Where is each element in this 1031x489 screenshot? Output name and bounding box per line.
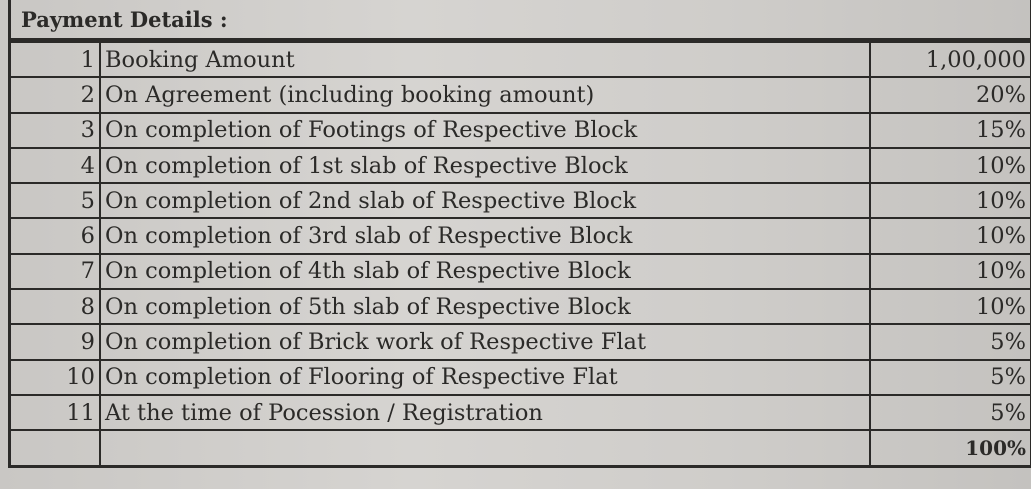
table-row: 3 On completion of Footings of Respective… xyxy=(11,111,1030,149)
row-number: 5 xyxy=(11,182,101,220)
row-description: On completion of 5th slab of Respective … xyxy=(99,288,871,326)
total-description-cell xyxy=(99,429,871,468)
row-amount: 5% xyxy=(869,323,1030,361)
row-description: On completion of Brick work of Respectiv… xyxy=(99,323,871,361)
table-row: 10 On completion of Flooring of Respectiv… xyxy=(11,358,1030,396)
table-row: 7 On completion of 4th slab of Respective… xyxy=(11,252,1030,291)
row-amount: 10% xyxy=(869,146,1030,185)
section-title: Payment Details : xyxy=(11,0,1030,41)
row-number: 9 xyxy=(11,323,101,361)
row-number: 6 xyxy=(11,217,101,255)
row-amount: 20% xyxy=(869,76,1030,114)
row-number: 3 xyxy=(11,111,101,149)
row-description: Booking Amount xyxy=(99,40,871,79)
payment-details-table: Payment Details : 1 Booking Amount 1,00,00… xyxy=(8,0,1031,468)
row-amount: 5% xyxy=(869,358,1030,396)
row-number: 10 xyxy=(11,358,101,396)
table-row: 8 On completion of 5th slab of Respective… xyxy=(11,288,1030,326)
row-amount: 5% xyxy=(869,393,1030,432)
row-amount: 10% xyxy=(869,252,1030,291)
row-amount: 10% xyxy=(869,288,1030,326)
row-description: On completion of 4th slab of Respective … xyxy=(99,252,871,291)
row-number: 8 xyxy=(11,288,101,326)
row-description: On Agreement (including booking amount) xyxy=(99,76,871,114)
row-description: On completion of 1st slab of Respective … xyxy=(99,146,871,185)
table-row: 4 On completion of 1st slab of Respective… xyxy=(11,146,1030,185)
total-row: 100% xyxy=(11,429,1030,468)
row-amount: 10% xyxy=(869,182,1030,220)
table-row: 9 On completion of Brick work of Respecti… xyxy=(11,323,1030,361)
row-number: 7 xyxy=(11,252,101,291)
total-no-cell xyxy=(11,429,101,468)
table-row: 5 On completion of 2nd slab of Respective… xyxy=(11,182,1030,220)
payment-schedule: 1 Booking Amount 1,00,000 2 On Agreement (in… xyxy=(11,40,1030,468)
row-description: On completion of Footings of Respective … xyxy=(99,111,871,149)
table-row: 1 Booking Amount 1,00,000 xyxy=(11,40,1030,79)
row-description: On completion of 3rd slab of Respective … xyxy=(99,217,871,255)
row-number: 1 xyxy=(11,40,101,79)
row-amount: 1,00,000 xyxy=(869,40,1030,79)
table-row: 6 On completion of 3rd slab of Respective… xyxy=(11,217,1030,255)
row-number: 11 xyxy=(11,393,101,432)
table-row: 11 At the time of Pocession / Registratio… xyxy=(11,393,1030,432)
row-number: 2 xyxy=(11,76,101,114)
table-row: 2 On Agreement (including booking amount)… xyxy=(11,76,1030,114)
row-amount: 10% xyxy=(869,217,1030,255)
total-amount: 100% xyxy=(869,429,1030,468)
row-number: 4 xyxy=(11,146,101,185)
row-description: On completion of Flooring of Respective … xyxy=(99,358,871,396)
row-description: On completion of 2nd slab of Respective … xyxy=(99,182,871,220)
row-amount: 15% xyxy=(869,111,1030,149)
row-description: At the time of Pocession / Registration xyxy=(99,393,871,432)
